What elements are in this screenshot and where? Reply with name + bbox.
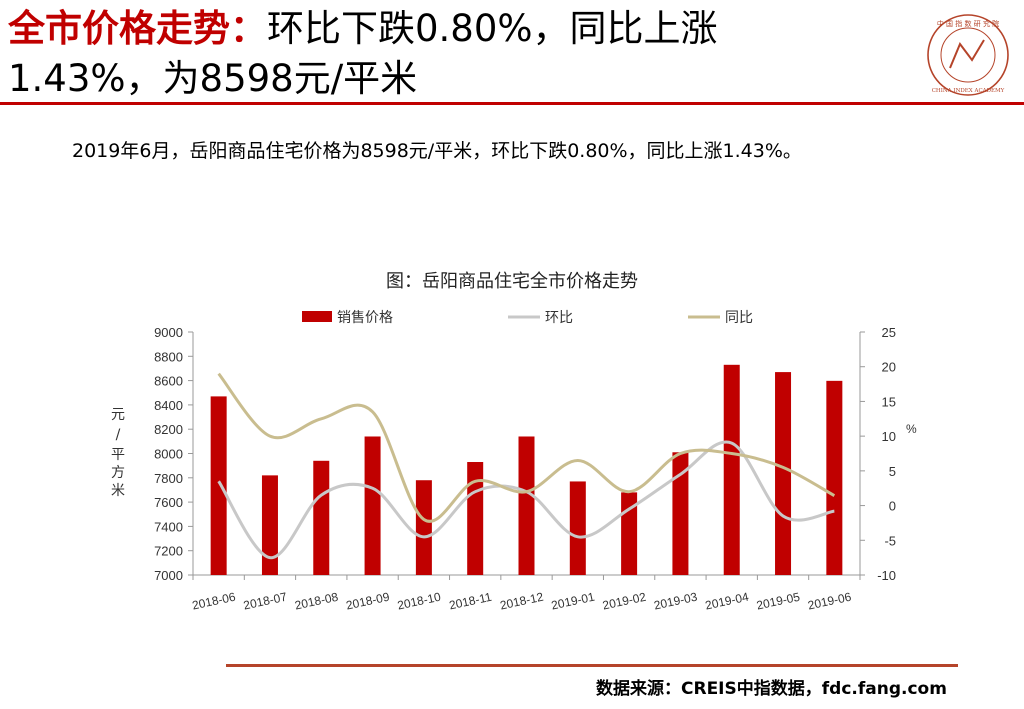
x-tick-label: 2018-09 [345, 590, 391, 613]
legend-swatch-sales-price [302, 311, 332, 322]
bar-sales-price [467, 462, 484, 575]
bar-sales-price [261, 475, 278, 575]
bar-sales-price [210, 396, 227, 575]
title-rest-line2: 1.43%，为8598元/平米 [8, 57, 418, 100]
bar-sales-price [672, 452, 689, 575]
title-rest-line1: 环比下跌0.80%，同比上涨 [267, 7, 718, 50]
chart-title: 图：岳阳商品住宅全市价格走势 [386, 271, 638, 292]
y-right-tick-label: 0 [889, 499, 896, 514]
y-left-tick-label: 7600 [154, 495, 183, 510]
y-left-tick-label: 7400 [154, 519, 183, 534]
x-tick-label: 2018-08 [293, 590, 339, 613]
x-tick-label: 2018-07 [242, 590, 288, 613]
page-title: 全市价格走势：环比下跌0.80%，同比上涨 1.43%，为8598元/平米 [8, 4, 908, 104]
x-tick-label: 2019-03 [653, 590, 699, 613]
bar-sales-price [826, 380, 843, 575]
svg-text:中 国 指 数 研 究 院: 中 国 指 数 研 究 院 [937, 19, 999, 28]
bar-sales-price [775, 372, 792, 575]
y-right-tick-label: 10 [882, 429, 896, 444]
y-axis-label-right: % [906, 422, 917, 436]
x-tick-label: 2019-02 [601, 590, 647, 613]
legend-label-mom: 环比 [545, 309, 573, 325]
bar-sales-price [415, 480, 432, 575]
y-axis-label-left-2: / [115, 427, 121, 443]
x-tick-label: 2019-04 [704, 590, 750, 613]
y-right-tick-label: 20 [882, 360, 896, 375]
bar-sales-price [569, 481, 586, 575]
y-right-tick-label: -5 [884, 533, 896, 548]
y-left-tick-label: 8400 [154, 398, 183, 413]
y-axis-label-left-5: 米 [111, 483, 125, 499]
legend-label-yoy: 同比 [725, 309, 753, 325]
svg-text:CHINA INDEX ACADEMY: CHINA INDEX ACADEMY [932, 88, 1005, 94]
title-accent: 全市价格走势： [8, 7, 267, 50]
footer-rule [226, 664, 958, 667]
y-axis-label-left-4: 方 [111, 465, 125, 481]
x-tick-label: 2018-12 [499, 590, 545, 613]
data-source: 数据来源：CREIS中指数据，fdc.fang.com [596, 679, 947, 699]
x-tick-label: 2019-06 [807, 590, 853, 613]
y-left-tick-label: 8600 [154, 374, 183, 389]
bar-sales-price [313, 460, 330, 575]
y-right-tick-label: 15 [882, 394, 896, 409]
y-left-tick-label: 7000 [154, 568, 183, 583]
header-rule [0, 102, 1024, 105]
y-left-tick-label: 7800 [154, 471, 183, 486]
bar-sales-price [723, 364, 740, 575]
x-tick-label: 2019-05 [755, 590, 801, 613]
y-left-tick-label: 7200 [154, 544, 183, 559]
bar-sales-price [518, 436, 535, 575]
x-tick-label: 2018-11 [448, 590, 493, 613]
y-left-tick-label: 9000 [154, 325, 183, 340]
y-right-tick-label: 25 [882, 325, 896, 340]
bar-sales-price [364, 436, 381, 575]
x-tick-label: 2019-01 [550, 590, 596, 613]
china-index-academy-seal: 中 国 指 数 研 究 院 CHINA INDEX ACADEMY [927, 14, 1009, 96]
summary-text: 2019年6月，岳阳商品住宅价格为8598元/平米，环比下跌0.80%，同比上涨… [72, 140, 802, 162]
y-axis-label-left-1: 元 [111, 407, 125, 423]
x-tick-label: 2018-06 [191, 590, 237, 613]
x-tick-label: 2018-10 [396, 590, 442, 613]
y-left-tick-label: 8000 [154, 447, 183, 462]
y-right-tick-label: -10 [877, 568, 896, 583]
y-left-tick-label: 8800 [154, 349, 183, 364]
y-axis-label-left-3: 平 [111, 447, 125, 463]
y-right-tick-label: 5 [889, 464, 896, 479]
line-yoy [217, 372, 836, 523]
legend-label-sales-price: 销售价格 [337, 309, 393, 325]
y-left-tick-label: 8200 [154, 422, 183, 437]
